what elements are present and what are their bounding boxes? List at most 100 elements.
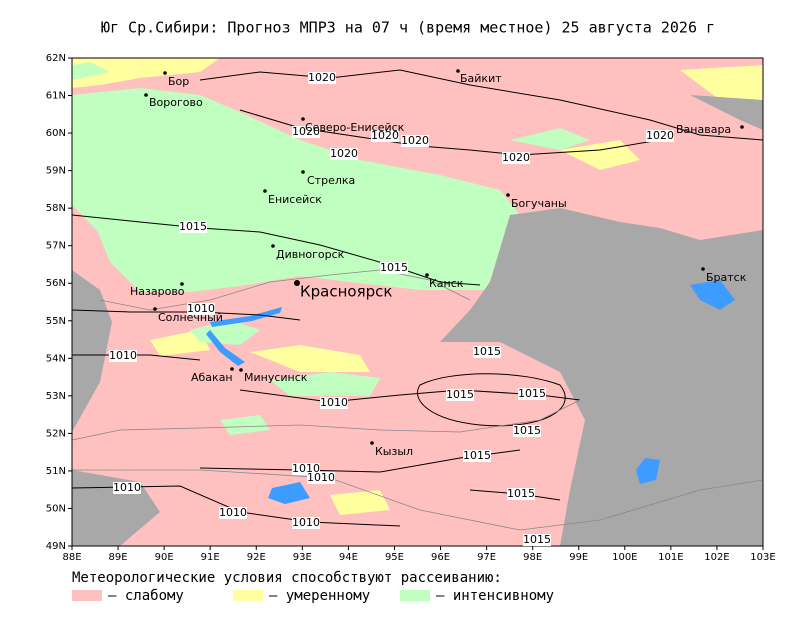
isobar-label: 1015 (513, 424, 541, 437)
city-label: Енисейск (268, 193, 322, 206)
city-dot (425, 273, 429, 277)
isobar-label: 1020 (646, 129, 674, 142)
lat-label: 49N (46, 541, 66, 552)
isobar-label-box (113, 482, 141, 494)
isobar-label-box (307, 472, 335, 484)
isobar-label-box (446, 389, 474, 401)
isobar-label-box (308, 72, 336, 84)
isobar-label: 1010 (113, 481, 141, 494)
lon-label: 96E (431, 552, 450, 563)
isobar-label-box (401, 135, 429, 147)
city-label: Назарово (130, 285, 185, 298)
legend-swatch (233, 590, 263, 601)
lat-label: 56N (46, 278, 66, 289)
city-label: Ворогово (149, 96, 203, 109)
lat-label: 50N (46, 503, 66, 514)
city-dot (701, 267, 705, 271)
lat-label: 53N (46, 391, 66, 402)
city-dot (301, 170, 305, 174)
city-label: Солнечный (158, 311, 223, 324)
isobar-label: 1020 (401, 134, 429, 147)
isobar-label: 1010 (292, 462, 320, 475)
isobar-label-box (320, 397, 348, 409)
isobar-label-box (219, 507, 247, 519)
lat-label: 61N (46, 91, 66, 102)
isobar-label: 1020 (308, 71, 336, 84)
lon-label: 92E (247, 552, 266, 563)
isobar-label-box (187, 303, 215, 315)
isobar-label: 1010 (219, 506, 247, 519)
lat-label: 51N (46, 466, 66, 477)
city-dot (271, 244, 275, 248)
lat-label: 62N (46, 53, 66, 64)
isobar-label: 1015 (507, 487, 535, 500)
title: Юг Ср.Сибири: Прогноз МПРЗ на 07 ч (врем… (101, 19, 715, 37)
isobar-label-box (292, 126, 320, 138)
lat-label: 54N (46, 353, 66, 364)
isobar-label-box (473, 346, 501, 358)
lon-label: 91E (201, 552, 220, 563)
isobar-label-box (330, 148, 358, 160)
isobar-label: 1015 (523, 533, 551, 546)
isobar-label: 1015 (518, 387, 546, 400)
city-label: Дивногорск (276, 248, 345, 261)
city-dot (144, 93, 148, 97)
city-label: Абакан (191, 371, 233, 384)
isobar-label: 1015 (463, 449, 491, 462)
isobar-label-box (380, 262, 408, 274)
lat-label: 60N (46, 128, 66, 139)
legend-label: – умеренному (269, 588, 370, 604)
city-label: Кызыл (375, 445, 413, 458)
lon-label: 102E (704, 552, 729, 563)
boundaries (72, 269, 763, 531)
city-dot (153, 307, 157, 311)
isobar-label: 1015 (380, 261, 408, 274)
lat-label: 57N (46, 241, 66, 252)
city-dot (294, 280, 300, 286)
legend-label: – интенсивному (436, 588, 554, 604)
isobar-label-box (646, 130, 674, 142)
isobar-label: 1010 (307, 471, 335, 484)
city-label: Канск (429, 277, 464, 290)
city-label: Братск (706, 271, 747, 284)
city-label: Ванавара (676, 123, 731, 136)
city-label: Стрелка (307, 174, 355, 187)
legend-caption: Метеорологические условия способствуют р… (72, 570, 502, 586)
isobar-label: 1015 (179, 220, 207, 233)
city-label: Минусинск (244, 371, 308, 384)
isobar-label: 1015 (446, 388, 474, 401)
city-label: Северо-Енисейск (305, 121, 405, 134)
lat-label: 55N (46, 316, 66, 327)
lat-label: 59N (46, 166, 66, 177)
isobar-label-box (513, 425, 541, 437)
city-dot (456, 69, 460, 73)
lon-label: 95E (385, 552, 404, 563)
city-dot (163, 71, 167, 75)
city-label: Байкит (460, 72, 502, 85)
isobar-label-box (463, 450, 491, 462)
city-dot (370, 441, 374, 445)
city-dot (301, 117, 305, 121)
lon-label: 88E (62, 552, 81, 563)
lon-label: 97E (477, 552, 496, 563)
axes: 62N 61N 60N 59N 58N 57N 56N 55N 54N 53N 52N 51N 50N 4… (46, 53, 776, 563)
legend: – слабому – умеренному – интенсивному (72, 588, 554, 604)
legend-label: – слабому (108, 588, 184, 604)
lon-label: 90E (155, 552, 174, 563)
lon-label: 103E (750, 552, 775, 563)
isobar-label: 1010 (187, 302, 215, 315)
lat-label: 58N (46, 203, 66, 214)
isobar-label: 1020 (292, 125, 320, 138)
lon-label: 89E (109, 552, 128, 563)
isobar-label: 1020 (330, 147, 358, 160)
isobar-label-box (371, 130, 399, 142)
isobar-label: 1020 (502, 151, 530, 164)
isobar-label: 1020 (371, 129, 399, 142)
lon-label: 101E (658, 552, 683, 563)
city-dot (230, 367, 234, 371)
map-frame (71, 57, 764, 547)
city-dot (263, 189, 267, 193)
